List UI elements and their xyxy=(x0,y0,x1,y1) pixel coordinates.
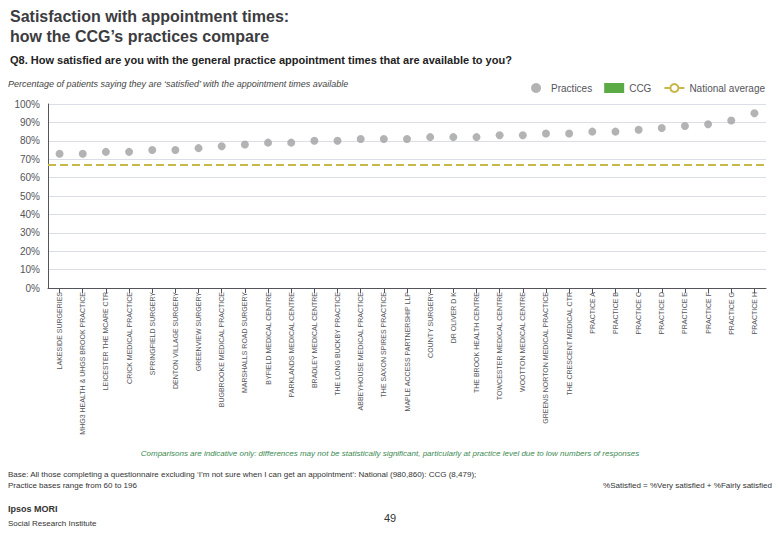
svg-text:30%: 30% xyxy=(20,227,40,238)
svg-text:PRACTICE D: PRACTICE D xyxy=(658,292,665,334)
svg-text:PARKLANDS MEDICAL CENTRE: PARKLANDS MEDICAL CENTRE xyxy=(288,292,295,398)
svg-text:LAKESIDE SURGERIES: LAKESIDE SURGERIES xyxy=(56,292,63,370)
svg-text:DR OLIVER D K: DR OLIVER D K xyxy=(450,292,457,344)
svg-text:PRACTICE E: PRACTICE E xyxy=(681,292,688,334)
svg-text:%Satisfied = %Very satisfied +: %Satisfied = %Very satisfied + %Fairly s… xyxy=(603,481,772,490)
svg-text:PRACTICE C: PRACTICE C xyxy=(635,292,642,334)
svg-text:PRACTICE F: PRACTICE F xyxy=(705,292,712,334)
svg-text:DENTON VILLAGE SURGERY: DENTON VILLAGE SURGERY xyxy=(172,292,179,389)
svg-text:80%: 80% xyxy=(20,135,40,146)
svg-text:how the CCG’s practices compar: how the CCG’s practices compare xyxy=(10,28,269,45)
svg-text:BRADLEY MEDICAL CENTRE: BRADLEY MEDICAL CENTRE xyxy=(311,292,318,388)
svg-text:90%: 90% xyxy=(20,117,40,128)
svg-text:Social Research Institute: Social Research Institute xyxy=(8,519,97,528)
svg-text:0%: 0% xyxy=(26,283,41,294)
svg-text:Practice bases range from 60 t: Practice bases range from 60 to 196 xyxy=(8,481,138,490)
svg-text:20%: 20% xyxy=(20,246,40,257)
svg-text:Comparisons are indicative onl: Comparisons are indicative only: differe… xyxy=(141,449,639,458)
svg-text:PRACTICE B: PRACTICE B xyxy=(612,292,619,334)
svg-text:THE BROOK HEALTH CENTRE: THE BROOK HEALTH CENTRE xyxy=(473,292,480,393)
svg-text:40%: 40% xyxy=(20,209,40,220)
svg-text:TOWCESTER MEDICAL CENTRE: TOWCESTER MEDICAL CENTRE xyxy=(496,292,503,400)
svg-text:Q8. How satisfied are you with: Q8. How satisfied are you with the gener… xyxy=(10,54,512,66)
svg-text:Satisfaction with appointment: Satisfaction with appointment times: xyxy=(10,8,289,25)
svg-text:BUGBROOKE MEDICAL PRACTICE: BUGBROOKE MEDICAL PRACTICE xyxy=(218,292,225,408)
svg-text:PRACTICE G: PRACTICE G xyxy=(728,292,735,335)
svg-text:49: 49 xyxy=(384,512,396,524)
svg-text:PRACTICE H: PRACTICE H xyxy=(751,292,758,334)
svg-text:MAPLE ACCESS PARTNERSHIP LLP: MAPLE ACCESS PARTNERSHIP LLP xyxy=(404,292,411,412)
svg-text:LEICESTER THE MCARE CTR: LEICESTER THE MCARE CTR xyxy=(102,292,109,390)
svg-text:MHG3 HEALTH & UHGS BROOK PRACT: MHG3 HEALTH & UHGS BROOK PRACTICE xyxy=(79,292,86,435)
svg-text:THE SAXON SPIRES PRACTICE: THE SAXON SPIRES PRACTICE xyxy=(380,292,387,398)
svg-text:BYFIELD MEDICAL CENTRE: BYFIELD MEDICAL CENTRE xyxy=(265,292,272,385)
svg-text:THE LONG BUCKBY PRACTICE: THE LONG BUCKBY PRACTICE xyxy=(334,292,341,396)
svg-text:MARSHALLS ROAD SURGERY: MARSHALLS ROAD SURGERY xyxy=(241,292,248,393)
svg-text:CCG: CCG xyxy=(629,83,651,94)
svg-text:THE CRESCENT MEDICAL CTR: THE CRESCENT MEDICAL CTR xyxy=(566,292,573,395)
svg-text:CRICK MEDICAL PRACTICE: CRICK MEDICAL PRACTICE xyxy=(126,292,133,384)
svg-text:60%: 60% xyxy=(20,172,40,183)
svg-text:Percentage of patients saying: Percentage of patients saying they are ‘… xyxy=(8,79,348,89)
svg-text:GREENVIEW SURGERY: GREENVIEW SURGERY xyxy=(195,292,202,372)
svg-text:70%: 70% xyxy=(20,154,40,165)
svg-text:Ipsos MORI: Ipsos MORI xyxy=(8,504,58,514)
svg-text:Practices: Practices xyxy=(551,83,592,94)
svg-text:SPRINGFIELD SURGERY: SPRINGFIELD SURGERY xyxy=(149,292,156,375)
svg-text:50%: 50% xyxy=(20,191,40,202)
svg-text:COUNTY SURGERY: COUNTY SURGERY xyxy=(427,292,434,358)
svg-text:100%: 100% xyxy=(14,99,40,110)
svg-text:National average: National average xyxy=(689,83,765,94)
svg-text:WOOTTON MEDICAL CENTRE: WOOTTON MEDICAL CENTRE xyxy=(519,292,526,392)
svg-text:Base: All those completing a q: Base: All those completing a questionnai… xyxy=(8,470,476,479)
svg-text:GREENS NORTON MEDICAL PRACTICE: GREENS NORTON MEDICAL PRACTICE xyxy=(542,292,549,424)
svg-text:PRACTICE A: PRACTICE A xyxy=(589,292,596,334)
svg-text:ABBEYHOUSE MEDICAL PRACTICE: ABBEYHOUSE MEDICAL PRACTICE xyxy=(357,292,364,411)
svg-text:10%: 10% xyxy=(20,264,40,275)
